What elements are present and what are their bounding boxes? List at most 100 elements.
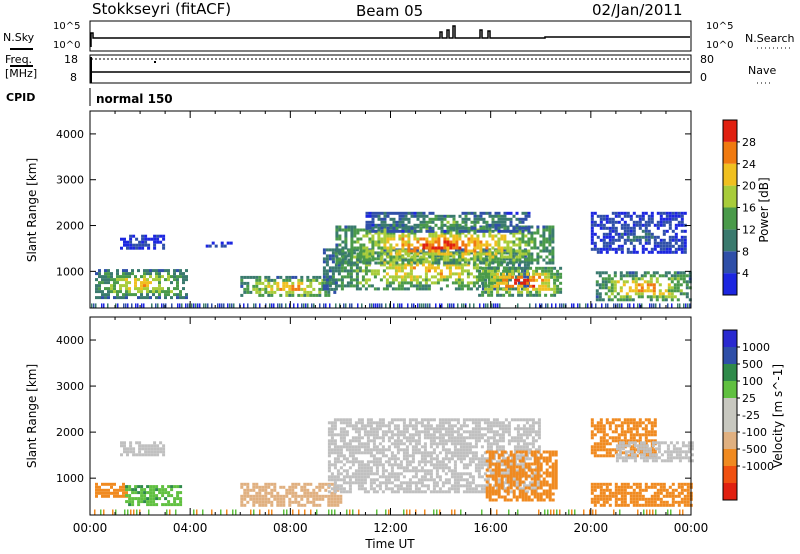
- velocity-cell: [411, 448, 415, 452]
- power-cell: [143, 296, 146, 300]
- velocity-cell: [518, 474, 522, 478]
- velocity-cell: [644, 485, 648, 489]
- power-cell: [173, 287, 176, 291]
- power-cell: [461, 229, 465, 233]
- velocity-cell: [510, 436, 514, 440]
- power-cell: [331, 269, 335, 273]
- velocity-cell: [521, 498, 525, 502]
- power-cell: [521, 217, 525, 221]
- power-cell: [502, 248, 506, 252]
- power-cell: [682, 292, 686, 296]
- power-cell: [541, 284, 545, 288]
- power-cell: [430, 263, 434, 267]
- velocity-cell: [321, 497, 325, 501]
- power-cell: [343, 266, 347, 270]
- velocity-cell: [444, 472, 448, 476]
- power-cell: [526, 278, 530, 282]
- velocity-cell: [357, 442, 361, 446]
- power-cell: [482, 243, 486, 247]
- power-cell: [494, 252, 498, 256]
- velocity-cell: [384, 469, 388, 473]
- velocity-cell: [494, 492, 498, 496]
- power-cell: [667, 286, 671, 290]
- power-cell: [270, 284, 274, 288]
- power-cell: [146, 281, 149, 285]
- velocity-cell: [504, 457, 508, 461]
- power-cell: [490, 287, 494, 291]
- power-cell: [476, 240, 480, 244]
- velocity-cell: [342, 427, 346, 431]
- power-cell: [461, 217, 465, 221]
- power-cell: [128, 281, 131, 285]
- power-cell: [309, 278, 313, 282]
- velocity-cell: [626, 482, 630, 486]
- velocity-cell: [140, 485, 144, 489]
- power-cell: [442, 278, 446, 282]
- power-cell: [409, 269, 413, 273]
- power-cell: [380, 240, 384, 244]
- velocity-cell: [345, 448, 349, 452]
- velocity-cell: [303, 494, 307, 498]
- velocity-cell: [599, 427, 603, 431]
- power-cell: [503, 220, 507, 224]
- power-cell: [488, 211, 492, 215]
- power-cell: [508, 290, 512, 294]
- velocity-cell: [333, 427, 337, 431]
- velocity-cell: [402, 448, 406, 452]
- velocity-cell: [492, 421, 496, 425]
- power-cell: [515, 237, 519, 241]
- power-cell: [481, 266, 485, 270]
- velocity-cell: [650, 497, 654, 501]
- power-cell: [590, 238, 594, 242]
- velocity-cell: [345, 430, 349, 434]
- velocity-cell: [173, 497, 177, 501]
- velocity-cell: [554, 459, 558, 463]
- power-cell: [161, 275, 164, 279]
- velocity-cell: [333, 439, 337, 443]
- velocity-cell: [438, 442, 442, 446]
- velocity-cell: [447, 436, 451, 440]
- velocity-cell: [495, 448, 499, 452]
- power-cell: [389, 246, 393, 250]
- velocity-cell: [104, 491, 107, 495]
- power-cell: [598, 283, 602, 287]
- velocity-cell: [551, 492, 555, 496]
- velocity-cell: [405, 487, 409, 491]
- velocity-cell: [327, 451, 331, 455]
- power-cell: [325, 303, 327, 309]
- power-cell: [410, 214, 414, 218]
- velocity-cell: [327, 466, 331, 470]
- velocity-cell: [156, 447, 160, 451]
- power-cell: [162, 234, 166, 238]
- power-cell: [647, 214, 651, 218]
- power-cell: [530, 240, 534, 244]
- velocity-cell: [372, 439, 376, 443]
- velocity-cell: [414, 469, 418, 473]
- velocity-cell: [330, 436, 334, 440]
- velocity-cell: [525, 484, 529, 488]
- velocity-cell: [354, 439, 358, 443]
- velocity-cell: [363, 466, 367, 470]
- velocity-cell: [509, 450, 513, 454]
- velocity-cell: [357, 445, 361, 449]
- velocity-cell: [536, 450, 540, 454]
- power-cell: [389, 217, 393, 221]
- velocity-cell: [110, 491, 113, 495]
- velocity-cell: [348, 445, 352, 449]
- velocity-cell: [327, 439, 331, 443]
- velocity-cell: [396, 433, 400, 437]
- velocity-cell: [653, 482, 657, 486]
- velocity-cell: [170, 503, 174, 507]
- velocity-cell: [176, 503, 180, 507]
- power-cell: [427, 260, 431, 264]
- power-cell: [634, 271, 638, 275]
- velocity-cell: [495, 487, 499, 491]
- power-cell: [496, 269, 500, 273]
- power-cell: [656, 226, 660, 230]
- velocity-cell: [480, 490, 484, 494]
- power-cell: [547, 269, 551, 273]
- velocity-cell: [447, 433, 451, 437]
- power-cell: [364, 281, 368, 285]
- velocity-cell: [528, 451, 532, 455]
- velocity-cell: [333, 448, 337, 452]
